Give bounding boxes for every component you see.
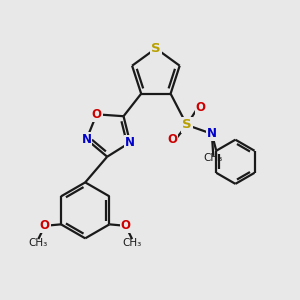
Text: O: O: [167, 133, 177, 146]
Text: S: S: [182, 118, 192, 131]
Text: O: O: [92, 108, 102, 121]
Text: O: O: [40, 219, 50, 232]
Text: CH₃: CH₃: [204, 153, 223, 163]
Text: O: O: [196, 101, 206, 114]
Text: N: N: [82, 133, 92, 146]
Text: N: N: [207, 127, 217, 140]
Text: S: S: [151, 42, 161, 55]
Text: O: O: [121, 219, 130, 232]
Text: N: N: [125, 136, 135, 149]
Text: CH₃: CH₃: [29, 238, 48, 248]
Text: CH₃: CH₃: [122, 238, 142, 248]
